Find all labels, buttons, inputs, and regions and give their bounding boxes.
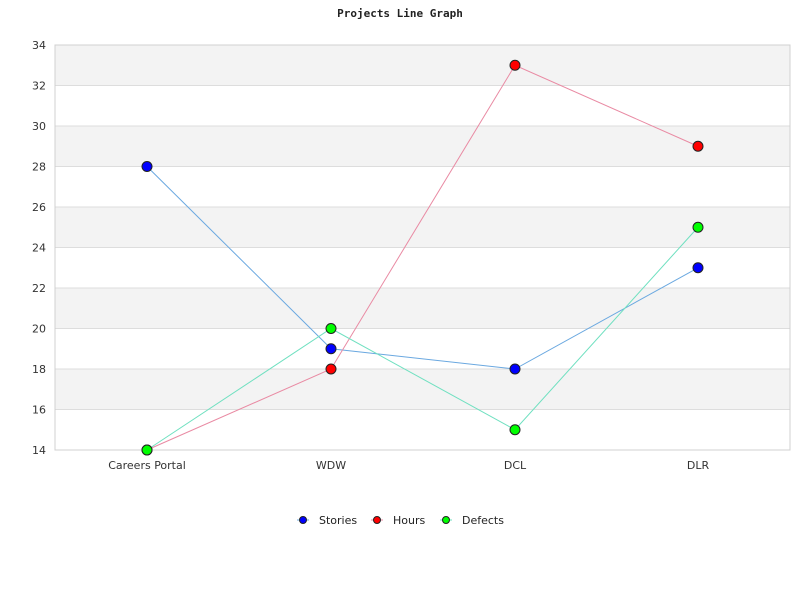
x-tick-label: WDW	[316, 459, 346, 472]
y-tick-label: 18	[32, 363, 46, 376]
grid-band	[55, 369, 790, 410]
grid-band	[55, 288, 790, 329]
series-line-hours	[146, 64, 699, 451]
plot-area-bands	[55, 45, 790, 410]
data-point-defects	[509, 424, 521, 436]
grid-band	[55, 126, 790, 167]
data-point-stories	[509, 363, 521, 375]
series-line-defects	[146, 226, 699, 451]
data-point-hours	[692, 140, 704, 152]
data-point-hours	[325, 363, 337, 375]
data-point-stories	[141, 161, 153, 172]
series-line-stories	[146, 166, 699, 370]
legend-label-defects: Defects	[462, 514, 504, 527]
legend: Stories Hours Defects	[297, 514, 504, 527]
chart-title: Projects Line Graph	[337, 7, 463, 20]
x-tick-label: Careers Portal	[108, 459, 186, 472]
axes	[54, 44, 791, 451]
legend-label-stories: Stories	[319, 514, 357, 527]
y-tick-label: 26	[32, 201, 46, 214]
legend-marker-hours	[373, 516, 381, 524]
data-point-stories	[692, 262, 704, 274]
y-tick-label: 34	[32, 39, 46, 52]
y-tick-label: 28	[32, 161, 46, 174]
data-point-defects	[141, 444, 153, 456]
y-tick-label: 14	[32, 444, 46, 457]
data-point-stories	[325, 343, 337, 355]
grid-band	[55, 207, 790, 248]
x-axis-ticks: Careers Portal WDW DCL DLR	[108, 459, 709, 472]
y-tick-label: 24	[32, 242, 46, 255]
x-tick-label: DLR	[687, 459, 710, 472]
x-tick-label: DCL	[504, 459, 527, 472]
legend-marker-defects	[442, 516, 450, 524]
y-tick-label: 16	[32, 404, 46, 417]
series-points	[141, 59, 704, 456]
y-tick-label: 32	[32, 80, 46, 93]
y-axis-ticks: 14 16 18 20 22 24 26 28 30 32 34	[32, 39, 46, 457]
data-point-defects	[692, 221, 704, 233]
grid-band	[55, 45, 790, 86]
y-tick-label: 20	[32, 323, 46, 336]
y-tick-label: 30	[32, 120, 46, 133]
y-tick-label: 22	[32, 282, 46, 295]
legend-label-hours: Hours	[393, 514, 425, 527]
legend-marker-stories	[299, 516, 307, 524]
data-point-defects	[325, 323, 337, 334]
series-lines	[146, 64, 699, 451]
plot-border	[54, 44, 791, 451]
data-point-hours	[509, 59, 521, 71]
